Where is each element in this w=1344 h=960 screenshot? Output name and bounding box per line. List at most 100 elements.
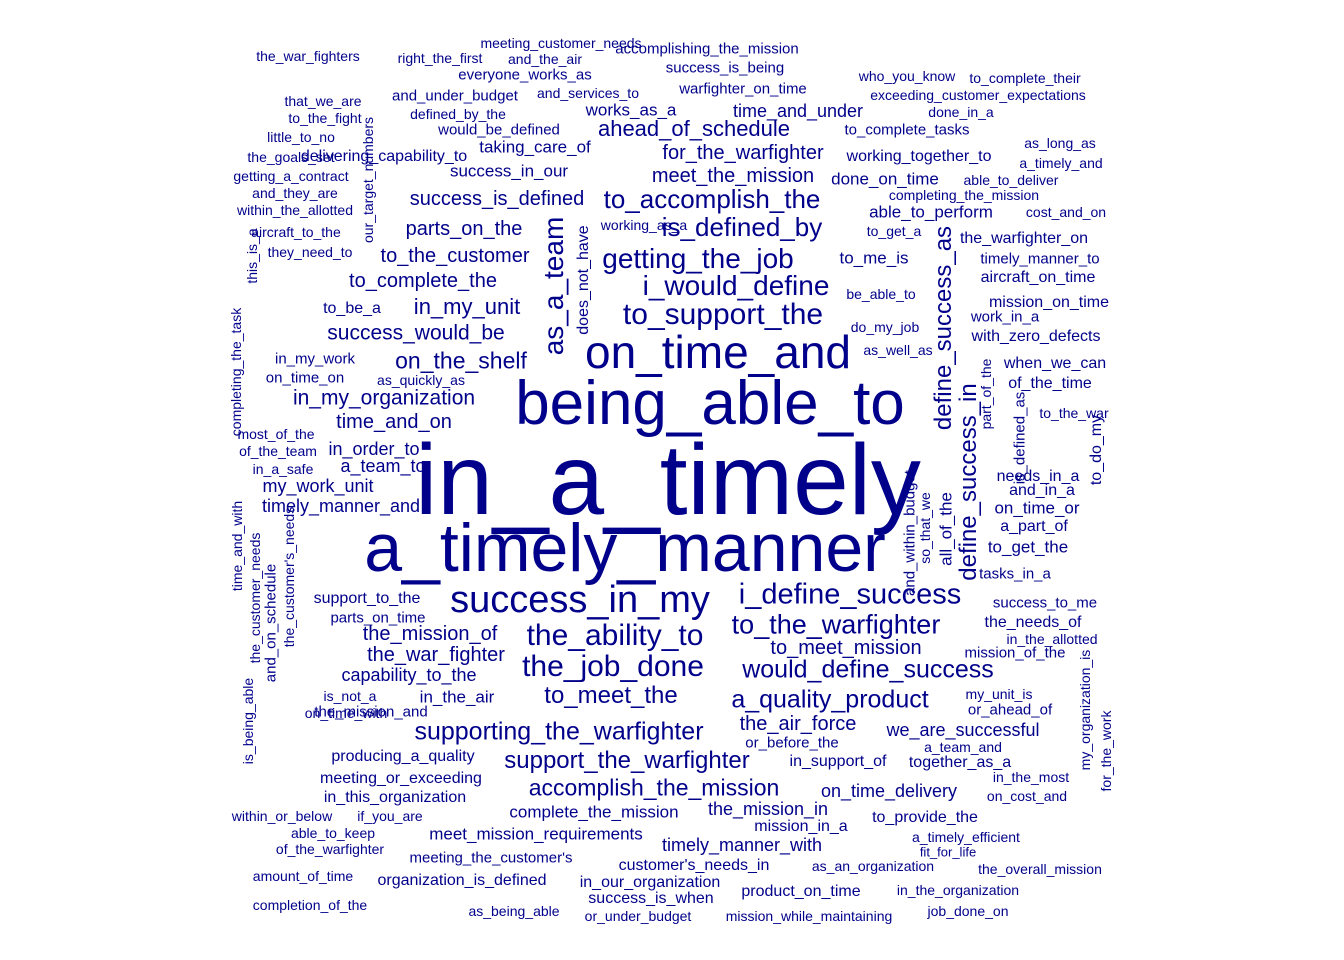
cloud-word: delivering_capability_to bbox=[300, 148, 468, 165]
cloud-word: with_zero_defects bbox=[971, 328, 1101, 345]
cloud-word: or_before_the bbox=[745, 734, 839, 752]
cloud-word: and_the_air bbox=[508, 51, 582, 67]
cloud-word: parts_on_time bbox=[330, 609, 426, 627]
cloud-word: if_you_are bbox=[357, 808, 423, 824]
cloud-word: is_defined_as bbox=[1011, 391, 1029, 485]
cloud-word: support_the_warfighter bbox=[504, 747, 750, 774]
cloud-word: works_as_a bbox=[585, 100, 677, 120]
cloud-word: in_a_timely bbox=[415, 424, 921, 536]
cloud-word: timely_manner_with bbox=[661, 835, 823, 855]
cloud-word: organization_is_defined bbox=[377, 872, 547, 889]
cloud-word: to_support_the bbox=[622, 298, 824, 331]
cloud-word: in_a_safe bbox=[252, 461, 314, 477]
cloud-word: a_part_of bbox=[1000, 518, 1068, 535]
cloud-word: little_to_no bbox=[267, 129, 335, 145]
cloud-word: meeting_the_customer's bbox=[409, 849, 573, 867]
cloud-word: to_provide_the bbox=[872, 809, 978, 826]
cloud-word: together_as_a bbox=[908, 754, 1012, 771]
cloud-word: accomplish_the_mission bbox=[528, 774, 780, 801]
cloud-word: time_and_under bbox=[732, 101, 864, 121]
cloud-word: my_organization_is bbox=[1077, 649, 1093, 771]
cloud-word: to_the_war bbox=[1039, 405, 1109, 421]
cloud-word: on_time_on bbox=[265, 369, 345, 387]
cloud-word: we_are_successful bbox=[886, 720, 1040, 740]
cloud-word: accomplishing_the_mission bbox=[615, 40, 799, 58]
cloud-word: support_to_the bbox=[313, 590, 421, 607]
cloud-word: does_not_have bbox=[575, 225, 592, 335]
cloud-word: getting_the_job bbox=[602, 243, 794, 274]
cloud-word: to_be_a bbox=[323, 300, 381, 317]
cloud-word: in_support_of bbox=[789, 753, 887, 770]
cloud-word: meeting_customer_needs bbox=[480, 35, 642, 51]
cloud-word: as_a_team bbox=[538, 216, 569, 356]
cloud-word: success_is_defined bbox=[409, 188, 585, 210]
cloud-word: would_define_success bbox=[742, 655, 994, 684]
cloud-word: the_ability_to bbox=[526, 619, 704, 652]
cloud-word: fit_for_life bbox=[919, 844, 977, 860]
cloud-word: is_defined_by bbox=[661, 212, 823, 242]
cloud-word: be_able_to bbox=[846, 286, 916, 302]
cloud-word: to_the_warfighter bbox=[731, 609, 941, 640]
cloud-word: cost_and_on bbox=[1025, 204, 1107, 220]
cloud-word: the_overall_mission bbox=[978, 861, 1102, 877]
cloud-word: meet_the_mission bbox=[651, 165, 815, 187]
cloud-word: completion_of_the bbox=[252, 897, 368, 913]
cloud-word: as_being_able bbox=[468, 903, 560, 919]
cloud-word: a_timely_manner bbox=[364, 510, 886, 586]
cloud-word: job_done_on bbox=[927, 903, 1009, 919]
cloud-word: capability_to_the bbox=[341, 665, 477, 685]
cloud-word: my_work_unit bbox=[262, 476, 374, 496]
cloud-word: to_get_the bbox=[987, 537, 1069, 557]
cloud-word: in_this_organization bbox=[323, 789, 467, 806]
cloud-word: everyone_works_as bbox=[458, 66, 592, 84]
cloud-word: the_customer_needs bbox=[247, 532, 263, 664]
cloud-word: is_being_able bbox=[240, 677, 256, 765]
cloud-word: the_air_force bbox=[739, 713, 857, 735]
cloud-word: and_on_schedule bbox=[262, 563, 280, 683]
cloud-word: part_of_the bbox=[978, 358, 994, 430]
cloud-word: completing_the_task bbox=[228, 307, 244, 437]
cloud-word: success_to_me bbox=[992, 594, 1098, 612]
cloud-word: to_accomplish_the bbox=[603, 184, 821, 214]
cloud-word: or_under_budget bbox=[584, 908, 692, 924]
cloud-word: on_time_and bbox=[585, 326, 851, 378]
cloud-word: getting_a_contract bbox=[233, 168, 349, 184]
cloud-word: in_my_organization bbox=[292, 386, 476, 410]
cloud-word: needs_in_a bbox=[996, 468, 1080, 485]
cloud-word: right_the_first bbox=[397, 50, 483, 66]
cloud-word: i_would_define bbox=[642, 270, 830, 301]
cloud-word: meeting_or_exceeding bbox=[320, 770, 482, 787]
cloud-word: success_is_when bbox=[588, 890, 714, 907]
cloud-word: for_the_work bbox=[1098, 710, 1114, 792]
cloud-word: in_the_organization bbox=[896, 882, 1020, 898]
cloud-word: completing_the_mission bbox=[888, 187, 1040, 203]
cloud-word: ahead_of_schedule bbox=[597, 116, 791, 141]
cloud-word: mission_on_time bbox=[988, 294, 1110, 311]
cloud-word: and_they_are bbox=[252, 185, 338, 201]
cloud-word: timely_manner_to bbox=[980, 250, 1100, 268]
cloud-word: able_to_deliver bbox=[963, 172, 1059, 188]
cloud-word: as_quickly_as bbox=[377, 372, 465, 388]
cloud-word: timely_manner_and bbox=[261, 496, 421, 516]
cloud-word: exceeding_customer_expectations bbox=[870, 87, 1086, 103]
cloud-word: a_timely_efficient bbox=[912, 829, 1020, 845]
cloud-word: as_long_as bbox=[1024, 135, 1096, 151]
cloud-word: and_in_a bbox=[1009, 482, 1075, 499]
cloud-word: customer's_needs_in bbox=[618, 857, 770, 874]
cloud-word: on_time_or bbox=[994, 498, 1080, 518]
cloud-word: to_get_a bbox=[866, 223, 922, 239]
cloud-word: the_job_done bbox=[522, 650, 704, 683]
cloud-word: able_to_keep bbox=[290, 825, 376, 841]
cloud-word: the_mission_in bbox=[707, 799, 829, 819]
cloud-word: producing_a_quality bbox=[331, 748, 475, 765]
cloud-word: time_and_with bbox=[229, 500, 245, 592]
cloud-word: within_or_below bbox=[231, 808, 333, 824]
cloud-word: for_the_warfighter bbox=[662, 142, 824, 164]
cloud-word: define_success_as bbox=[930, 225, 957, 431]
cloud-word: the_goals_set bbox=[247, 149, 335, 165]
cloud-word: all_of_the bbox=[936, 492, 956, 566]
cloud-word: taking_care_of bbox=[479, 137, 591, 157]
cloud-word: a_team_to bbox=[340, 456, 426, 476]
cloud-word: the_mission_and bbox=[314, 703, 428, 721]
